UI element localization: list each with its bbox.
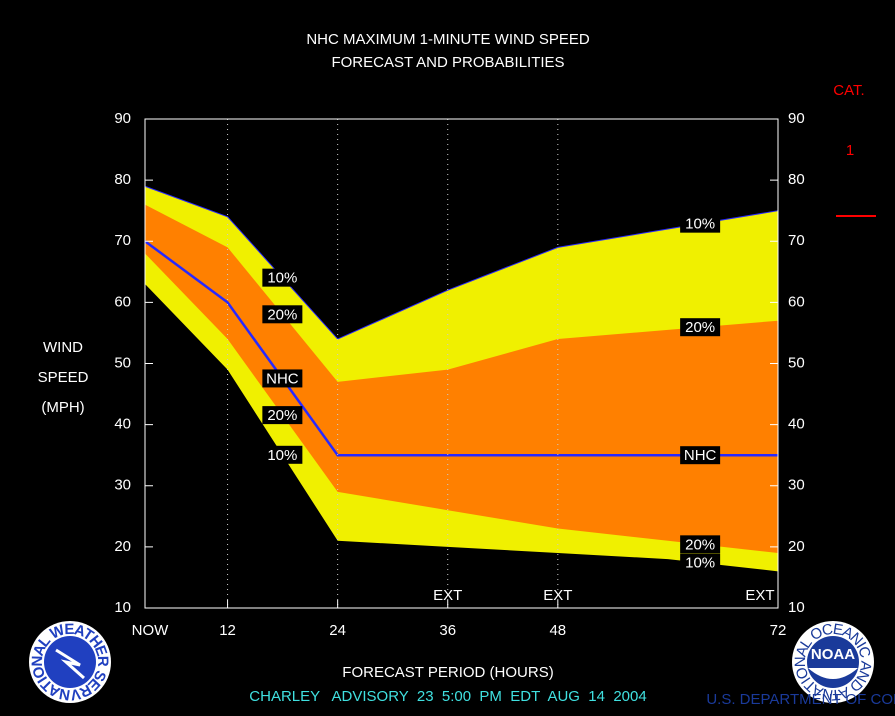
y-tick-label: 60 bbox=[788, 293, 805, 310]
band-area bbox=[145, 284, 778, 608]
y-tick-label: 90 bbox=[114, 110, 131, 127]
footer: CHARLEY ADVISORY 23 5:00 PM EDT AUG 14 2… bbox=[249, 688, 646, 705]
ext-label: EXT bbox=[433, 587, 462, 604]
y-tick-label: 40 bbox=[788, 416, 805, 433]
series-label: 20% bbox=[267, 407, 297, 424]
y-axis-label: SPEED bbox=[38, 369, 89, 386]
y-tick-label: 90 bbox=[788, 110, 805, 127]
x-tick-label: 36 bbox=[439, 622, 456, 639]
category-label: 1 bbox=[846, 142, 854, 159]
category-title: CAT. bbox=[833, 82, 864, 99]
y-tick-label: 80 bbox=[114, 171, 131, 188]
band-edge bbox=[144, 185, 779, 340]
label-box bbox=[680, 214, 721, 233]
label-box bbox=[262, 305, 303, 324]
logo-bolt bbox=[55, 648, 85, 680]
label-box bbox=[680, 318, 721, 337]
y-tick-label: 10 bbox=[788, 599, 805, 616]
series-label: 10% bbox=[267, 270, 297, 287]
y-tick-label: 30 bbox=[788, 477, 805, 494]
logo-text: U.S. DEPARTMENT OF COMMERCE bbox=[706, 691, 895, 708]
chart-title: FORECAST AND PROBABILITIES bbox=[331, 54, 564, 71]
series-label: 20% bbox=[267, 306, 297, 323]
series-label: NHC bbox=[266, 370, 299, 387]
series-label: 10% bbox=[685, 555, 715, 572]
ext-label: EXT bbox=[543, 587, 572, 604]
series-label: NHC bbox=[684, 447, 717, 464]
series-label: 10% bbox=[685, 216, 715, 233]
y-tick-label: 20 bbox=[114, 538, 131, 555]
y-tick-label: 80 bbox=[788, 171, 805, 188]
x-axis-label: FORECAST PERIOD (HOURS) bbox=[342, 664, 553, 681]
y-axis-label: WIND bbox=[43, 339, 83, 356]
ext-label: EXT bbox=[745, 587, 774, 604]
y-tick-label: 50 bbox=[788, 354, 805, 371]
y-tick-label: 40 bbox=[114, 416, 131, 433]
y-tick-label: 10 bbox=[114, 599, 131, 616]
label-box bbox=[680, 446, 721, 465]
x-tick-label: 48 bbox=[549, 622, 566, 639]
nhc-line bbox=[144, 240, 778, 457]
plot-frame bbox=[144, 118, 779, 609]
x-tick-label: NOW bbox=[132, 622, 170, 639]
label-box bbox=[680, 553, 721, 572]
y-tick-label: 70 bbox=[788, 232, 805, 249]
y-tick-label: 50 bbox=[114, 354, 131, 371]
y-tick-label: 20 bbox=[788, 538, 805, 555]
label-box bbox=[680, 535, 721, 554]
series-label: 20% bbox=[685, 319, 715, 336]
y-axis-label: (MPH) bbox=[41, 399, 84, 416]
label-box bbox=[262, 369, 303, 388]
label-box bbox=[262, 406, 303, 425]
y-tick-label: 60 bbox=[114, 293, 131, 310]
label-box bbox=[262, 445, 303, 464]
logo-wave bbox=[808, 668, 858, 679]
y-tick-label: 30 bbox=[114, 477, 131, 494]
y-tick-label: 70 bbox=[114, 232, 131, 249]
x-tick-label: 72 bbox=[770, 622, 787, 639]
logo-name: NOAA bbox=[811, 646, 855, 663]
series-label: 10% bbox=[267, 447, 297, 464]
x-tick-label: 24 bbox=[329, 622, 346, 639]
series-label: 20% bbox=[685, 536, 715, 553]
x-tick-label: 12 bbox=[219, 622, 236, 639]
label-box bbox=[262, 268, 303, 287]
chart-title: NHC MAXIMUM 1-MINUTE WIND SPEED bbox=[306, 31, 590, 48]
